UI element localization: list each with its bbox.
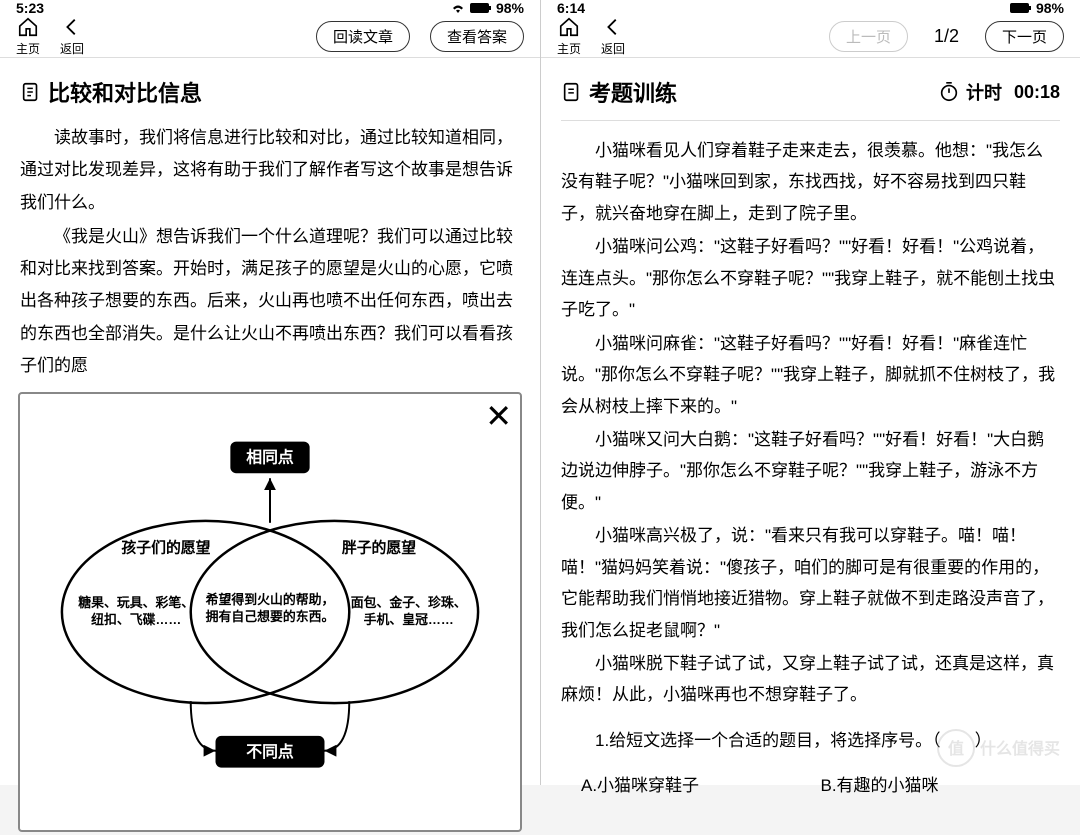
clock: 5:23 xyxy=(16,0,450,16)
watermark: 值 什么值得买 xyxy=(936,725,1066,771)
battery-pct: 98% xyxy=(1036,0,1064,16)
back-button[interactable]: 返回 xyxy=(601,16,625,57)
option-b[interactable]: B.有趣的小猫咪 xyxy=(821,770,1061,801)
home-button[interactable]: 主页 xyxy=(16,16,40,57)
paragraph: 小猫咪问公鸡："这鞋子好看吗？""好看！好看！"公鸡说着，连连点头。"那你怎么不… xyxy=(561,231,1060,325)
battery-pct: 98% xyxy=(496,0,524,16)
battery-icon xyxy=(1010,2,1032,14)
close-icon[interactable]: ✕ xyxy=(485,400,512,432)
timer-label: 计时 xyxy=(966,79,1002,105)
passage-body: 小猫咪看见人们穿着鞋子走来走去，很羡慕。他想："我怎么没有鞋子呢？"小猫咪回到家… xyxy=(541,121,1080,802)
home-button[interactable]: 主页 xyxy=(557,16,581,57)
wifi-icon xyxy=(450,2,466,14)
timer-value: 00:18 xyxy=(1014,82,1060,103)
svg-text:胖子的愿望: 胖子的愿望 xyxy=(342,539,416,557)
prev-page-button[interactable]: 上一页 xyxy=(829,21,908,52)
svg-text:相同点: 相同点 xyxy=(246,448,294,467)
paragraph: 小猫咪高兴极了，说："看来只有我可以穿鞋子。喵！喵！喵！"猫妈妈笑着说："傻孩子… xyxy=(561,520,1060,646)
home-icon xyxy=(558,16,580,38)
status-bar: 6:14 98% xyxy=(541,0,1080,16)
home-label: 主页 xyxy=(16,40,40,57)
back-button[interactable]: 返回 xyxy=(60,16,84,57)
paragraph: 小猫咪又问大白鹅："这鞋子好看吗？""好看！好看！"大白鹅边说边伸脖子。"那你怎… xyxy=(561,424,1060,518)
view-answer-button[interactable]: 查看答案 xyxy=(430,21,524,52)
paragraph: 小猫咪问麻雀："这鞋子好看吗？""好看！好看！"麻雀连忙说。"那你怎么不穿鞋子呢… xyxy=(561,328,1060,422)
svg-text:不同点: 不同点 xyxy=(246,742,294,761)
svg-text:拥有自己想要的东西。: 拥有自己想要的东西。 xyxy=(206,609,335,624)
page-indicator: 1/2 xyxy=(934,26,959,47)
next-page-button[interactable]: 下一页 xyxy=(985,21,1064,52)
page-title: 考题训练 xyxy=(589,76,677,108)
paragraph: 《我是火山》想告诉我们一个什么道理呢？我们可以通过比较和对比来找到答案。开始时，… xyxy=(20,221,520,382)
svg-text:孩子们的愿望: 孩子们的愿望 xyxy=(121,539,210,557)
back-label: 返回 xyxy=(601,40,625,57)
section-header: 比较和对比信息 xyxy=(0,58,540,116)
status-bar: 5:23 98% xyxy=(0,0,540,16)
svg-text:值: 值 xyxy=(948,739,964,758)
home-icon xyxy=(17,16,39,38)
options-row: A.小猫咪穿鞋子 B.有趣的小猫咪 xyxy=(561,770,1060,801)
paragraph: 小猫咪脱下鞋子试了试，又穿上鞋子试了试，还真是这样，真麻烦！从此，小猫咪再也不想… xyxy=(561,648,1060,711)
exercise-icon xyxy=(561,81,583,103)
option-a[interactable]: A.小猫咪穿鞋子 xyxy=(581,770,821,801)
svg-text:什么值得买: 什么值得买 xyxy=(980,739,1060,758)
paragraph: 小猫咪看见人们穿着鞋子走来走去，很羡慕。他想："我怎么没有鞋子呢？"小猫咪回到家… xyxy=(561,135,1060,229)
timer-icon xyxy=(938,81,960,103)
notes-icon xyxy=(20,81,42,103)
svg-text:糖果、玩具、彩笔、: 糖果、玩具、彩笔、 xyxy=(78,595,194,610)
nav-bar: 主页 返回 回读文章 查看答案 xyxy=(0,16,540,58)
page-title: 比较和对比信息 xyxy=(48,76,202,108)
svg-text:面包、金子、珍珠、: 面包、金子、珍珠、 xyxy=(351,595,467,610)
reread-button[interactable]: 回读文章 xyxy=(316,21,410,52)
svg-text:纽扣、飞碟……: 纽扣、飞碟…… xyxy=(91,612,181,627)
clock: 6:14 xyxy=(557,0,1010,16)
venn-diagram: 相同点 不同点 孩子们的愿望 胖子的愿望 糖果、玩具、彩笔、 纽扣、飞碟…… 希… xyxy=(20,394,520,830)
back-icon xyxy=(602,16,624,38)
battery-icon xyxy=(470,2,492,14)
svg-text:希望得到火山的帮助，: 希望得到火山的帮助， xyxy=(206,592,335,607)
nav-bar: 主页 返回 上一页 1/2 下一页 xyxy=(541,16,1080,58)
back-icon xyxy=(61,16,83,38)
article-body: 读故事时，我们将信息进行比较和对比，通过比较知道相同，通过对比发现差异，这将有助… xyxy=(0,116,540,384)
paragraph: 读故事时，我们将信息进行比较和对比，通过比较知道相同，通过对比发现差异，这将有助… xyxy=(20,122,520,219)
home-label: 主页 xyxy=(557,40,581,57)
venn-diagram-card: ✕ 相同点 不同点 孩子们的愿望 胖子的愿望 糖果、玩具、彩笔、 纽扣、飞碟……… xyxy=(18,392,522,832)
svg-text:手机、皇冠……: 手机、皇冠…… xyxy=(364,612,454,627)
back-label: 返回 xyxy=(60,40,84,57)
left-pane: 5:23 98% 主页 返回 回读文章 查看答案 比较和对比信息 读故事时，我们… xyxy=(0,0,540,785)
right-pane: 6:14 98% 主页 返回 上一页 1/2 下一页 考题训练 计时 00:18… xyxy=(540,0,1080,785)
section-header: 考题训练 计时 00:18 xyxy=(541,58,1080,116)
